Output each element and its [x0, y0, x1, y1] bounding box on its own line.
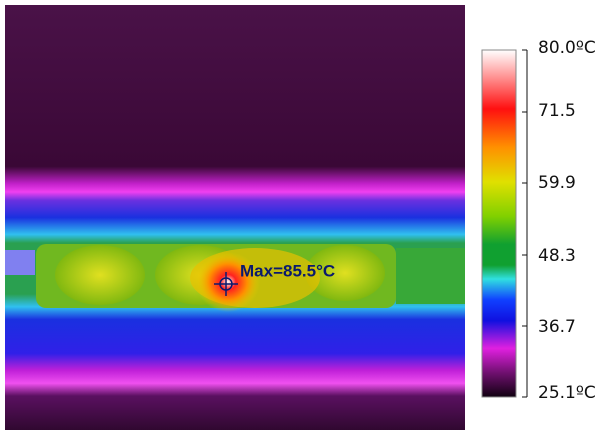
max-annotation: Max=85.5°C — [240, 261, 335, 280]
scale-ticks — [522, 50, 527, 397]
warm-zone — [55, 245, 145, 305]
scale-label: 48.3 — [538, 246, 576, 266]
color-scale — [482, 50, 516, 397]
scale-label: 59.9 — [538, 173, 576, 193]
device-tail — [396, 248, 465, 304]
scale-label: 80.0ºC — [538, 38, 596, 58]
scale-label: 71.5 — [538, 101, 576, 121]
scale-label: 25.1ºC — [538, 383, 596, 403]
thermal-background — [5, 5, 465, 430]
edge — [5, 250, 35, 275]
thermal-screen: Max=85.5°C 80.0ºC 71.5 59.9 48.3 36.7 25.1ºC — [0, 0, 610, 438]
page: Max=85.5°C 80.0ºC71.559.948.336.725.1ºC … — [0, 0, 610, 438]
scale-label: 36.7 — [538, 317, 576, 337]
